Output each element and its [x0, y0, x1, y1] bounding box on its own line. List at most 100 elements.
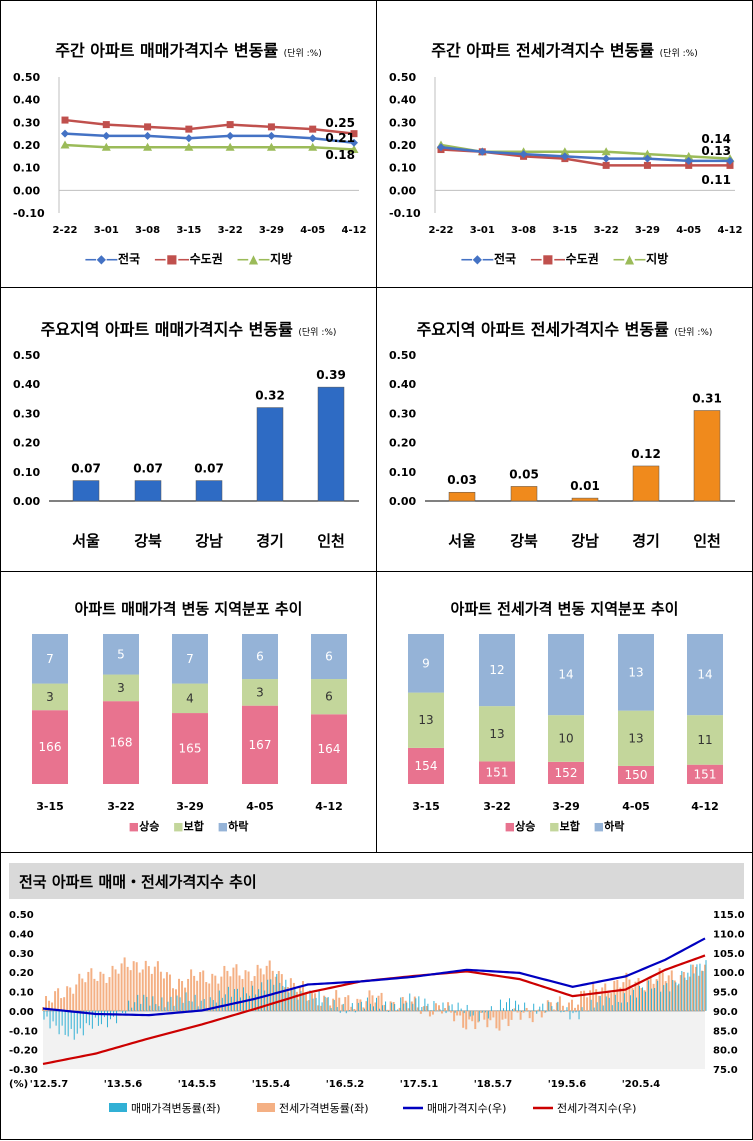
y-tick-label: 0.30 [13, 407, 40, 420]
chart-title: 아파트 매매가격 변동 지역분포 추이 [1, 598, 376, 619]
x-tick-label: '20.5.4 [622, 1079, 661, 1090]
data-point [684, 151, 694, 160]
data-point [267, 131, 276, 140]
x-tick-label: 4-12 [717, 225, 742, 236]
segment-value-label: 3 [46, 690, 54, 704]
legend-label: 하락 [604, 820, 625, 833]
x-tick-label: '12.5.7 [30, 1079, 69, 1090]
end-value-label: 0.25 [325, 116, 355, 130]
bar-강남 [571, 497, 599, 502]
segment-상승 [408, 747, 444, 784]
segment-하락 [311, 634, 347, 680]
data-point [267, 123, 275, 131]
category-label: 서울 [72, 532, 100, 550]
data-point [726, 156, 734, 165]
end-value-label: 0.18 [325, 148, 355, 162]
bar-value-label: 0.07 [133, 462, 163, 476]
panel-region-jeonse: 주요지역 아파트 전세가격지수 변동률 (단위 :%) 0.50 0.40 0.30… [376, 287, 753, 572]
y-right-tick-label: 75.0 [713, 1065, 738, 1076]
bar-서울 [72, 480, 100, 502]
segment-value-label: 7 [186, 652, 194, 666]
y-tick-label: 0.50 [389, 349, 416, 362]
segment-value-label: 6 [325, 690, 333, 704]
stacked-bar-chart-dist-sale: 166 3 7 3-15 168 3 5 3-22 165 4 7 3-29 167 3 6 4-05 164 6… [32, 634, 347, 813]
data-point [349, 145, 359, 154]
legend-label: 수도권 [565, 252, 599, 266]
data-point [226, 131, 235, 140]
y-right-tick-label: 90.0 [713, 1007, 738, 1018]
stacked-bar-chart-dist-jeonse: 154 13 9 3-15 151 13 12 3-22 152 10 14 3-29 150 13 13 4… [408, 634, 723, 813]
y-tick-label: 0.20 [13, 437, 40, 450]
x-tick-label: 3-01 [94, 225, 119, 236]
data-point [61, 129, 69, 138]
segment-상승 [103, 701, 139, 784]
x-tick-label: 4-12 [341, 225, 366, 236]
legend-label: 보합 [183, 820, 204, 833]
segment-상승 [172, 713, 208, 784]
segment-보합 [32, 683, 68, 711]
y-right-tick-label: 105.0 [713, 949, 745, 960]
chart-title-text: 주요지역 아파트 전세가격지수 변동률 [416, 320, 669, 339]
x-tick-label: 3-22 [594, 225, 619, 236]
category-label: 4-12 [315, 800, 343, 813]
data-point [519, 150, 528, 159]
segment-하락 [408, 634, 444, 693]
series-line-전국 [64, 132, 355, 144]
combo-chart-trend: 0.50 0.40 0.30 0.20 0.10 0.00 -0.10 -0.20 -0.30 1… [9, 910, 745, 1115]
x-tick-label: '18.5.7 [474, 1079, 513, 1090]
index-line-매매가격지수(우) [42, 937, 706, 1017]
segment-value-label: 3 [256, 685, 264, 699]
x-tick-label: 3-29 [635, 225, 660, 236]
y-left-tick-label: -0.10 [9, 1026, 38, 1037]
y-left-tick-label: 0.10 [9, 988, 34, 999]
x-tick-label: '13.5.6 [104, 1079, 143, 1090]
bar-chart-region-jeonse: 0.50 0.40 0.30 0.20 0.10 0.00 0.03 서울 0.05 강북 0.01… [389, 349, 735, 550]
y-tick-label: 0.50 [13, 71, 40, 84]
y-right-tick-label: 85.0 [713, 1026, 738, 1037]
segment-value-label: 166 [39, 740, 62, 754]
series-line-지방 [64, 143, 355, 151]
y-tick-label: -0.10 [389, 207, 421, 220]
y-right-tick-label: 115.0 [713, 910, 745, 921]
bar-강북 [134, 480, 162, 502]
y-tick-label: 0.20 [13, 139, 40, 152]
segment-보합 [548, 715, 584, 762]
chart-title: 주간 아파트 전세가격지수 변동률 (단위 :%) [377, 37, 752, 61]
segment-value-label: 6 [325, 650, 333, 664]
segment-하락 [479, 634, 515, 707]
bar-강북 [510, 486, 538, 502]
segment-value-label: 165 [179, 742, 202, 756]
data-point [437, 143, 445, 152]
segment-보합 [479, 706, 515, 762]
y-left-tick-label: 0.50 [9, 910, 34, 921]
end-value-label: 0.14 [701, 132, 731, 146]
data-point [350, 130, 358, 138]
bar-인천 [317, 386, 345, 502]
bar-value-label: 0.07 [71, 462, 101, 476]
title-banner: 전국 아파트 매매・전세가격지수 추이 [9, 863, 744, 899]
legend-label: 전국 [493, 252, 517, 266]
x-tick-label: '15.5.4 [252, 1079, 291, 1090]
category-label: 3-22 [483, 800, 511, 813]
legend-label: 매매가격지수(우) [427, 1102, 506, 1115]
legend-item-fall: ■하락 [593, 820, 625, 833]
chart-title-text: 아파트 전세가격 변동 지역분포 추이 [450, 600, 679, 618]
category-label: 강북 [510, 532, 538, 550]
segment-value-label: 4 [186, 691, 194, 705]
y-left-tick-label: 0.40 [9, 929, 34, 940]
y-right-tick-label: 80.0 [713, 1046, 738, 1057]
x-tick-label: '19.5.6 [548, 1079, 587, 1090]
data-point [143, 142, 153, 151]
legend-item-flat: ■보합 [549, 820, 580, 833]
y-tick-label: 0.50 [13, 349, 40, 362]
segment-보합 [687, 715, 723, 765]
chart-legend: —◆—전국 —■—수도권 —▲—지방 [377, 250, 752, 267]
chart-legend: ■상승 ■보합 ■하락 [1, 818, 376, 834]
bar-경기 [256, 407, 284, 502]
category-label: 경기 [256, 532, 284, 550]
y-left-tick-label: -0.30 [9, 1065, 38, 1076]
legend-label: 전세가격변동률(좌) [279, 1102, 369, 1115]
data-point [602, 154, 611, 163]
y-tick-label: 0.10 [13, 162, 40, 175]
segment-value-label: 13 [628, 731, 643, 745]
